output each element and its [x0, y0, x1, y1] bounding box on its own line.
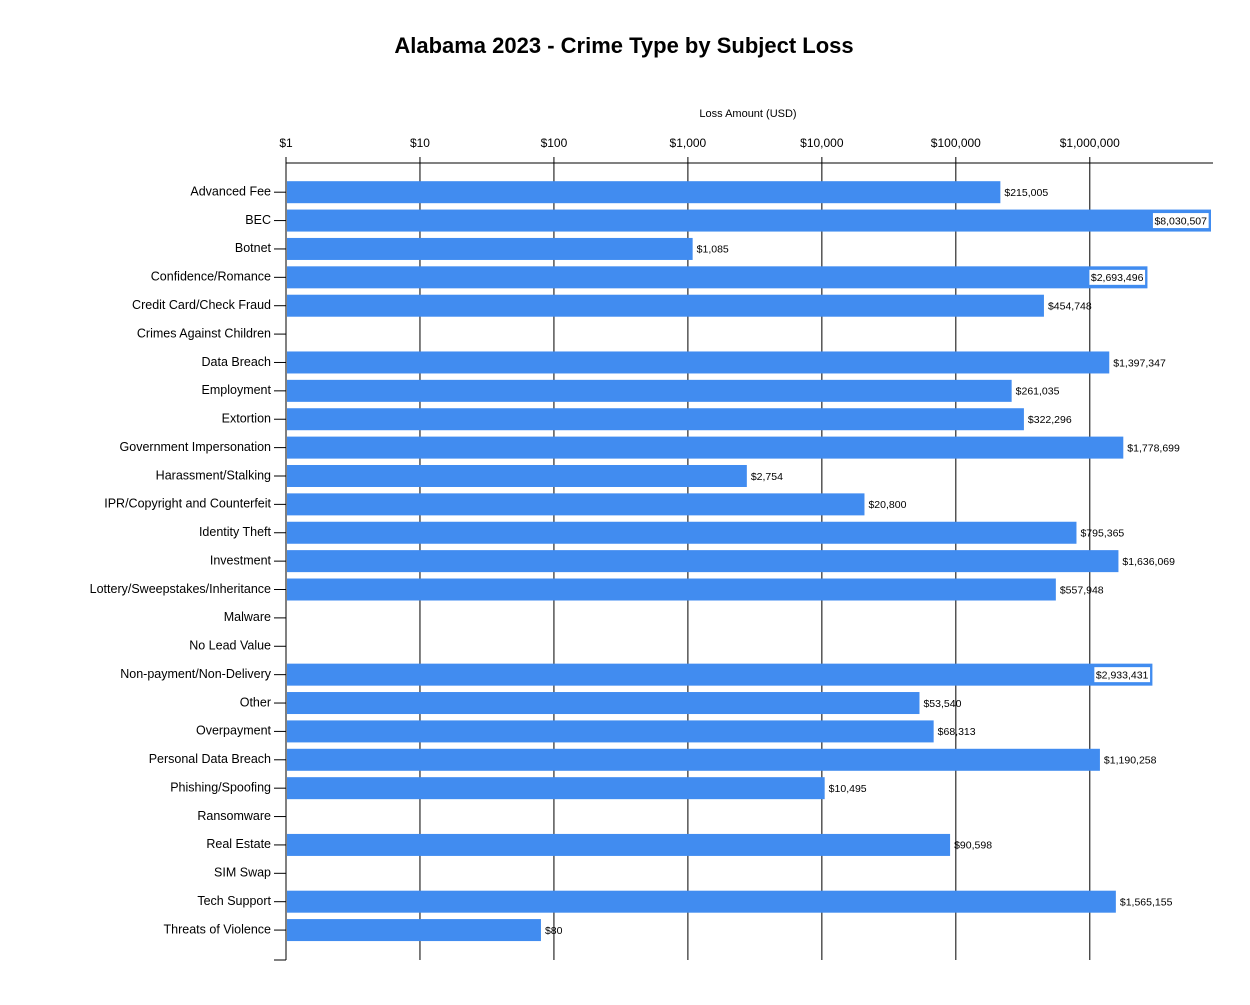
y-tick-label: Identity Theft: [199, 525, 272, 539]
y-tick-label: Personal Data Breach: [149, 752, 271, 766]
bar: [287, 748, 1100, 771]
value-label: $795,365: [1080, 528, 1124, 540]
y-tick-label: Real Estate: [206, 837, 271, 851]
bar: [287, 266, 1148, 289]
bar: [287, 379, 1012, 402]
bar: [287, 181, 1001, 204]
y-tick-label: Investment: [210, 553, 272, 567]
bar: [287, 578, 1056, 601]
x-tick-label: $1: [279, 136, 293, 150]
bar: [287, 209, 1211, 232]
value-label: $80: [545, 925, 563, 937]
y-tick-label: Phishing/Spoofing: [170, 780, 271, 794]
y-tick-label: BEC: [245, 213, 271, 227]
x-tick-label: $10: [410, 136, 430, 150]
value-label: $1,085: [697, 244, 729, 256]
value-label: $215,005: [1004, 187, 1048, 199]
value-label: $2,754: [751, 471, 783, 483]
value-label: $1,190,258: [1104, 755, 1157, 767]
x-tick-label: $1,000,000: [1060, 136, 1120, 150]
value-label: $90,598: [954, 840, 992, 852]
x-tick-label: $100: [541, 136, 568, 150]
value-label: $10,495: [829, 783, 867, 795]
y-tick-label: Lottery/Sweepstakes/Inheritance: [90, 582, 271, 596]
x-tick-label: $1,000: [670, 136, 707, 150]
y-tick-label: Confidence/Romance: [151, 270, 271, 284]
bar: [287, 720, 934, 743]
y-tick-label: Botnet: [235, 241, 272, 255]
y-tick-label: Advanced Fee: [190, 184, 271, 198]
value-label: $1,778,699: [1127, 442, 1180, 454]
y-tick-label: No Lead Value: [189, 639, 271, 653]
x-tick-label: $10,000: [800, 136, 844, 150]
y-tick-label: Extortion: [222, 412, 271, 426]
value-label: $2,693,496: [1091, 272, 1144, 284]
value-label: $261,035: [1016, 386, 1060, 398]
bar: [287, 777, 825, 800]
y-tick-label: Threats of Violence: [164, 922, 272, 936]
value-label-box: [1151, 212, 1210, 230]
y-tick-label: Other: [240, 695, 271, 709]
bar: [287, 919, 541, 942]
x-axis-title: Loss Amount (USD): [699, 108, 796, 120]
y-tick-label: Overpayment: [196, 724, 272, 738]
x-tick-label: $100,000: [931, 136, 981, 150]
y-tick-label: Tech Support: [197, 894, 271, 908]
value-label: $2,933,431: [1096, 669, 1149, 681]
y-tick-label: Data Breach: [202, 355, 272, 369]
bar: [287, 521, 1077, 544]
bar: [287, 493, 865, 516]
bar: [287, 833, 951, 856]
y-tick-label: Government Impersonation: [120, 440, 272, 454]
value-label: $8,030,507: [1154, 215, 1207, 227]
y-tick-label: SIM Swap: [214, 866, 271, 880]
bar: [287, 692, 920, 715]
bar: [287, 436, 1124, 459]
value-label: $322,296: [1028, 414, 1072, 426]
bar: [287, 663, 1153, 686]
bar: [287, 294, 1044, 317]
value-label-box: [1088, 268, 1147, 286]
y-tick-label: Non-payment/Non-Delivery: [120, 667, 272, 681]
value-label: $1,636,069: [1122, 556, 1175, 568]
value-label-box: [1093, 666, 1152, 684]
bar: [287, 351, 1110, 374]
bar: [287, 890, 1116, 913]
bar: [287, 550, 1119, 573]
y-tick-label: IPR/Copyright and Counterfeit: [104, 497, 271, 511]
chart-title: Alabama 2023 - Crime Type by Subject Los…: [394, 33, 853, 58]
y-tick-label: Malware: [224, 610, 271, 624]
bar: [287, 464, 747, 487]
y-tick-label: Employment: [202, 383, 272, 397]
value-label: $557,948: [1060, 584, 1104, 596]
y-tick-label: Credit Card/Check Fraud: [132, 298, 271, 312]
bar: [287, 237, 693, 260]
value-label: $68,313: [938, 726, 976, 738]
value-label: $53,540: [923, 698, 961, 710]
bar: [287, 408, 1024, 431]
y-tick-label: Harassment/Stalking: [156, 468, 271, 482]
value-label: $454,748: [1048, 300, 1092, 312]
value-label: $20,800: [868, 499, 906, 511]
y-tick-label: Ransomware: [197, 809, 271, 823]
value-label: $1,397,347: [1113, 357, 1166, 369]
value-label: $1,565,155: [1120, 896, 1173, 908]
y-tick-label: Crimes Against Children: [137, 326, 271, 340]
